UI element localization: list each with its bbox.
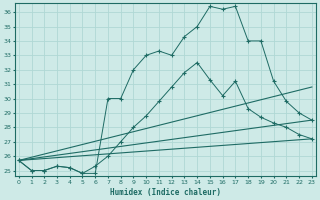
X-axis label: Humidex (Indice chaleur): Humidex (Indice chaleur)	[110, 188, 221, 197]
